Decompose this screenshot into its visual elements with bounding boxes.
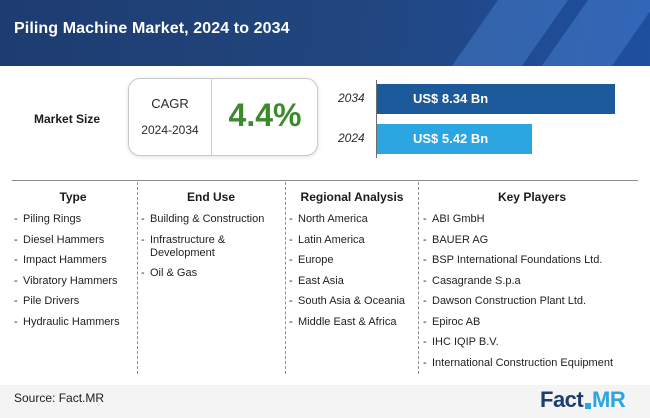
- list-item: - Diesel Hammers: [14, 233, 105, 246]
- list-item: - Oil & Gas: [141, 267, 198, 279]
- bar-year-2034: 2034: [338, 91, 365, 105]
- list-item: - Pile Drivers: [14, 295, 80, 307]
- header-banner: Piling Machine Market, 2024 to 2034: [0, 0, 650, 66]
- cagr-label: CAGR: [151, 96, 189, 111]
- logo-text-fact: Fact: [540, 387, 584, 412]
- segment-key-players: Key Players - ABI GmbH - BAUER AG - BSP Int…: [423, 182, 641, 377]
- list-item: - Epiroc AB: [423, 315, 481, 328]
- cagr-divider: [211, 79, 212, 155]
- list-item: - Piling Rings: [14, 213, 82, 225]
- list-item: - Infrastructure & Development: [141, 233, 226, 259]
- segment-type: Type - Piling Rings - Diesel Hammers - Impa…: [14, 182, 132, 336]
- fact-mr-logo: Fact MR: [540, 386, 642, 414]
- segment-title: Regional Analysis: [300, 190, 404, 204]
- page-title: Piling Machine Market, 2024 to 2034: [14, 20, 290, 37]
- list-item: - Building & Construction: [141, 213, 265, 225]
- segments-top-rule: [12, 180, 638, 181]
- list-item: - IHC IQIP B.V.: [423, 336, 499, 348]
- list-item: - BSP International Foundations Ltd.: [423, 254, 603, 266]
- segment-title: End Use: [186, 190, 235, 204]
- list-item: - Dawson Construction Plant Ltd.: [423, 295, 587, 307]
- list-item: - Hydraulic Hammers: [14, 315, 120, 328]
- bar-axis: [376, 80, 377, 158]
- list-item: - Middle East & Africa: [289, 315, 397, 328]
- logo-text-mr: MR: [592, 387, 626, 412]
- logo-dot: [585, 403, 591, 409]
- column-divider: [285, 182, 286, 374]
- list-item: - South Asia & Oceania: [289, 295, 406, 307]
- cagr-box: CAGR 2024-2034 4.4%: [128, 78, 318, 156]
- list-item: - Latin America: [289, 233, 365, 246]
- cagr-value: 4.4%: [228, 97, 302, 133]
- bar-2034: US$ 8.34 Bn: [377, 84, 615, 114]
- segment-regional-analysis: Regional Analysis - North America - Latin …: [289, 182, 415, 336]
- market-size-label: Market Size: [34, 112, 101, 126]
- segment-title: Type: [59, 190, 87, 204]
- bar-2024: US$ 5.42 Bn: [377, 124, 532, 154]
- list-item: - North America: [289, 213, 368, 225]
- list-item: - Vibratory Hammers: [14, 274, 118, 287]
- cagr-period: 2024-2034: [141, 123, 199, 137]
- list-item: - BAUER AG: [423, 233, 489, 246]
- bar-year-2024: 2024: [338, 131, 365, 145]
- column-divider: [137, 182, 138, 374]
- list-item: - Europe: [289, 254, 334, 266]
- segment-end-use: End Use - Building & Construction - Infras…: [141, 182, 281, 288]
- segment-title: Key Players: [497, 190, 567, 204]
- list-item: - Impact Hammers: [14, 254, 107, 266]
- list-item: - Casagrande S.p.a: [423, 274, 521, 287]
- footer-bar: [0, 385, 650, 418]
- list-item: - ABI GmbH: [423, 213, 485, 225]
- list-item: - East Asia: [289, 274, 344, 287]
- column-divider: [418, 182, 419, 374]
- source-text: Source: Fact.MR: [14, 391, 105, 405]
- list-item: - International Construction Equipment: [423, 356, 613, 369]
